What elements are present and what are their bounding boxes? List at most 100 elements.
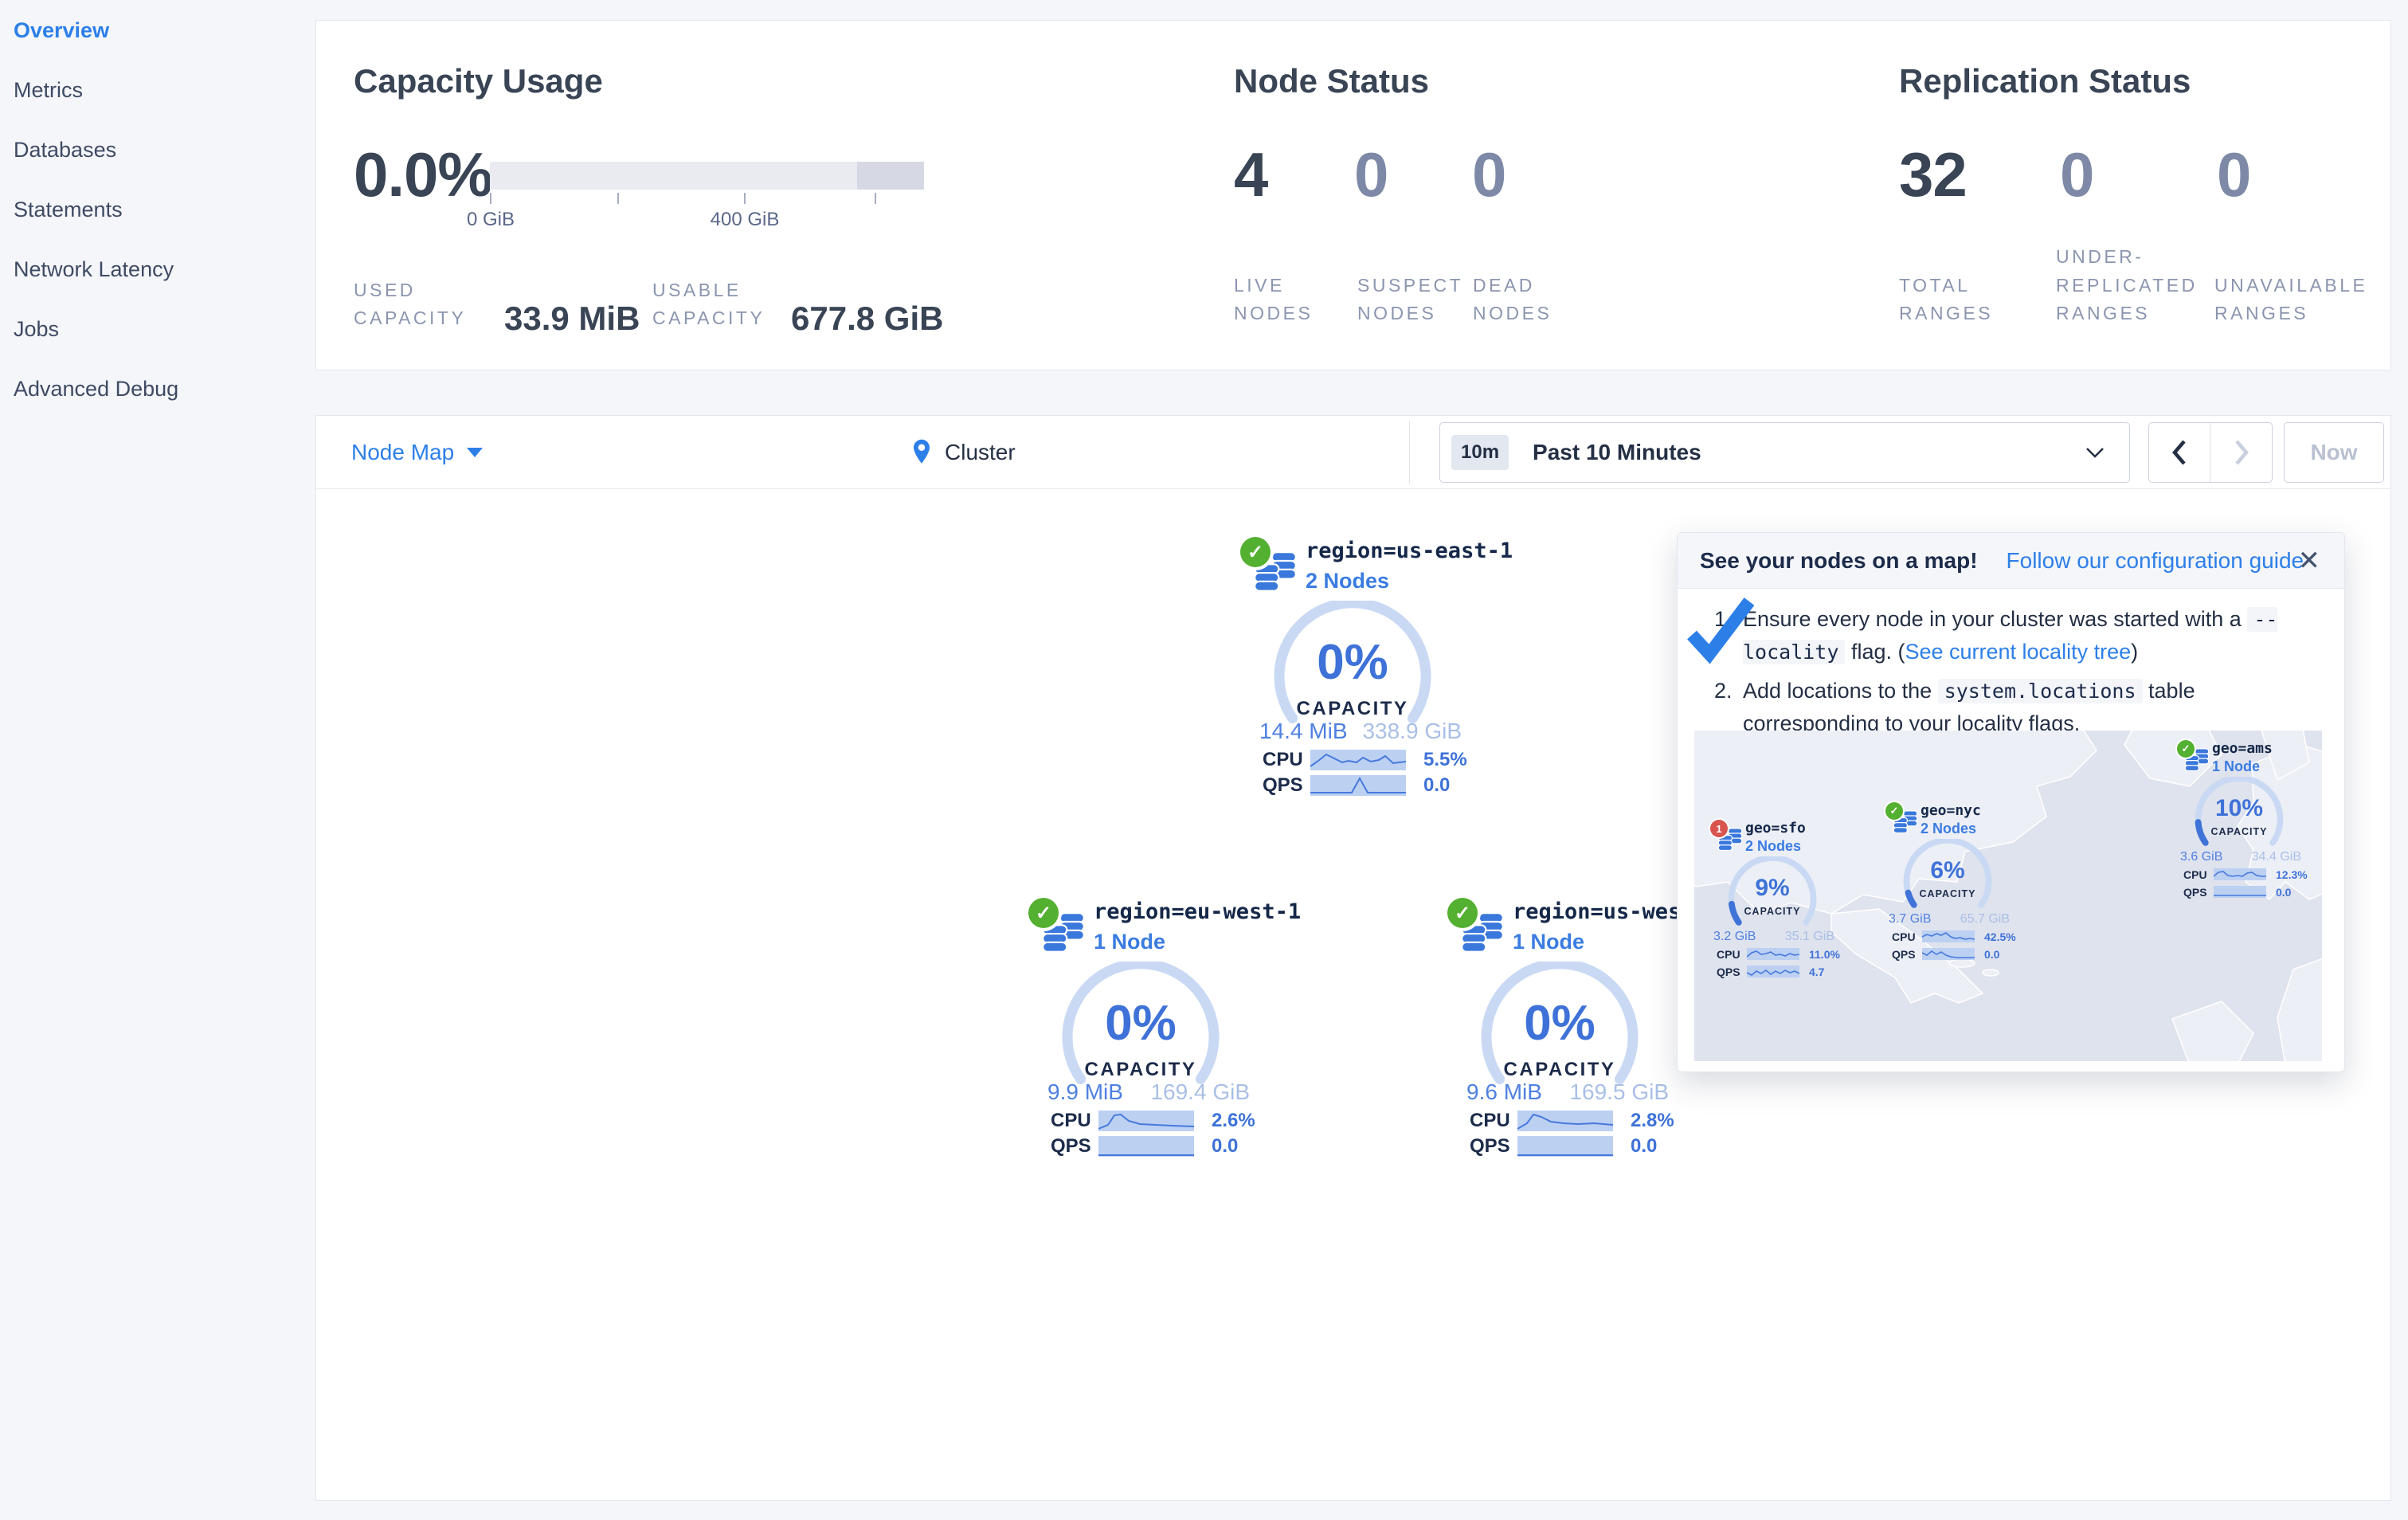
system-locations-code: system.locations (1937, 679, 2143, 703)
qps-sparkline (1310, 775, 1406, 796)
healthy-check-icon: ✓ (1028, 898, 1059, 928)
under-replicated-value: 0 (2060, 139, 2094, 210)
total-value: 338.9 GiB (1362, 719, 1462, 743)
replication-status-title: Replication Status (1899, 62, 2191, 100)
sidebar-item-jobs[interactable]: Jobs (14, 317, 60, 341)
sidebar-item-databases[interactable]: Databases (14, 138, 117, 162)
qps-row: QPS 0.0 (1470, 1135, 1677, 1158)
qps-label: QPS (1470, 1135, 1510, 1157)
used-value: 3.7 GiB (1889, 912, 1932, 926)
breadcrumb[interactable]: Cluster (910, 416, 1016, 489)
map-node-count-link[interactable]: 1 Node (2212, 758, 2261, 774)
now-button[interactable]: Now (2284, 422, 2384, 483)
sidebar-item-advanced-debug[interactable]: Advanced Debug (14, 377, 179, 401)
time-range-select[interactable]: 10m Past 10 Minutes (1439, 422, 2130, 483)
location-pin-icon (914, 439, 930, 464)
view-selector-dropdown[interactable]: Node Map (351, 416, 484, 489)
database-icon (1254, 551, 1297, 592)
sidebar-item-metrics[interactable]: Metrics (14, 78, 83, 102)
sidebar-item-statements[interactable]: Statements (14, 198, 123, 221)
map-node-header: ✓ geo=ams 1 Node (2177, 740, 2308, 774)
step-text-part: ) (2131, 640, 2139, 664)
healthy-check-icon: ✓ (1240, 537, 1271, 567)
qps-label: QPS (2183, 885, 2207, 899)
capacity-gauge: 6% CAPACITY (1903, 839, 1992, 910)
map-node-name: geo=sfo (1745, 820, 1806, 836)
cpu-row: CPU 12.3% (2183, 868, 2311, 881)
big-check-icon (1687, 597, 1755, 664)
cpu-label: CPU (1892, 930, 1916, 943)
dead-nodes-label: DEAD NODES (1473, 274, 1552, 324)
database-icon (1461, 912, 1504, 953)
qps-label: QPS (1717, 965, 1740, 978)
gauge-percent: 10% (2214, 795, 2264, 821)
bar-tick (744, 193, 746, 204)
dead-nodes-value: 0 (1472, 139, 1506, 210)
cpu-value: 12.3% (2276, 868, 2308, 881)
locality-tree-link[interactable]: See current locality tree (1905, 640, 2132, 664)
total-ranges-label: TOTAL RANGES (1899, 274, 1994, 324)
setup-steps: 1. Ensure every node in your cluster was… (1714, 603, 2320, 746)
gauge-arc (2195, 777, 2284, 846)
usable-capacity-label: USABLE CAPACITY (652, 279, 765, 329)
configuration-guide-link[interactable]: Follow our configuration guide (2006, 547, 2304, 573)
gauge-arc (1903, 839, 1992, 908)
total-value: 169.4 GiB (1150, 1079, 1250, 1104)
total-value: 34.4 GiB (2251, 850, 2301, 864)
node-map-panel: Node Map Cluster 10m Past 10 Minutes (315, 415, 2391, 1501)
time-window-nav (2148, 422, 2273, 483)
node-status-title: Node Status (1234, 62, 1430, 100)
close-icon[interactable]: ✕ (2297, 546, 2321, 576)
bar-tick (617, 193, 619, 204)
region-nodes-link[interactable]: 1 Node (1513, 930, 1585, 954)
capacity-gauge: 0% CAPACITY (1273, 601, 1432, 727)
toolbar-divider (1409, 421, 1410, 484)
map-node-geo-nyc: ✓ geo=nyc 2 Nodes (1885, 802, 2017, 961)
cpu-sparkline (2213, 868, 2266, 880)
map-node-name: geo=nyc (1921, 802, 1981, 819)
time-back-button[interactable] (2149, 423, 2210, 482)
used-value: 9.6 MiB (1466, 1079, 1542, 1104)
step-text: Ensure every node in your cluster was st… (1743, 603, 2320, 668)
gauge-capacity-label: CAPACITY (1084, 1059, 1197, 1080)
qps-row: QPS 0.0 (1892, 947, 2019, 961)
sidebar-item-network-latency[interactable]: Network Latency (14, 257, 174, 281)
chevron-down-icon (2086, 448, 2104, 458)
gauge-arc (1062, 962, 1220, 1084)
region-nodes-link[interactable]: 2 Nodes (1306, 569, 1390, 593)
cpu-label: CPU (1263, 749, 1303, 770)
map-node-count-link[interactable]: 2 Nodes (1745, 838, 1802, 854)
capacity-values-row: 3.6 GiB 34.4 GiB (2180, 850, 2301, 864)
region-nodes-link[interactable]: 1 Node (1094, 930, 1166, 954)
error-count-badge: 1 (1710, 820, 1728, 837)
gauge-percent: 0% (1105, 996, 1177, 1051)
step-text-part: Add locations to the (1743, 679, 1932, 703)
capacity-values-row: 3.2 GiB 35.1 GiB (1713, 930, 1834, 944)
qps-row: QPS 0.0 (2183, 885, 2311, 899)
chevron-left-icon (2172, 440, 2186, 465)
capacity-reserved-segment (857, 162, 924, 190)
qps-row: QPS 0.0 (1263, 774, 1470, 797)
chevron-right-icon (2234, 440, 2249, 465)
gauge-capacity-label: CAPACITY (1744, 906, 1801, 917)
cpu-sparkline (1517, 1111, 1614, 1131)
cpu-row: CPU 2.6% (1051, 1110, 1258, 1132)
example-node-map: 1 geo=sfo 2 Nodes (1694, 731, 2322, 1061)
total-value: 35.1 GiB (1784, 930, 1834, 943)
gauge-percent: 9% (1755, 875, 1790, 901)
used-value: 9.9 MiB (1047, 1079, 1123, 1104)
capacity-values-row: 3.7 GiB 65.7 GiB (1889, 912, 2010, 926)
sidebar-item-overview[interactable]: Overview (14, 18, 110, 42)
map-node-count-link[interactable]: 2 Nodes (1921, 821, 1977, 836)
region-header: ✓ region=us-west-1 1 Node (1447, 898, 1720, 960)
used-capacity-label: USED CAPACITY (354, 279, 467, 329)
qps-value: 0.0 (1212, 1135, 1239, 1157)
capacity-usage-percent: 0.0% (354, 139, 493, 210)
used-capacity-value: 33.9 MiB (504, 300, 640, 337)
gauge-percent: 6% (1930, 857, 1965, 883)
region-widget-us-east-1: ✓ region=us-east-1 2 Nodes 0% CAPACITY (1240, 537, 1513, 796)
time-forward-button[interactable] (2210, 423, 2272, 482)
qps-label: QPS (1263, 774, 1303, 796)
cpu-label: CPU (1051, 1110, 1091, 1131)
qps-sparkline (1746, 966, 1800, 977)
